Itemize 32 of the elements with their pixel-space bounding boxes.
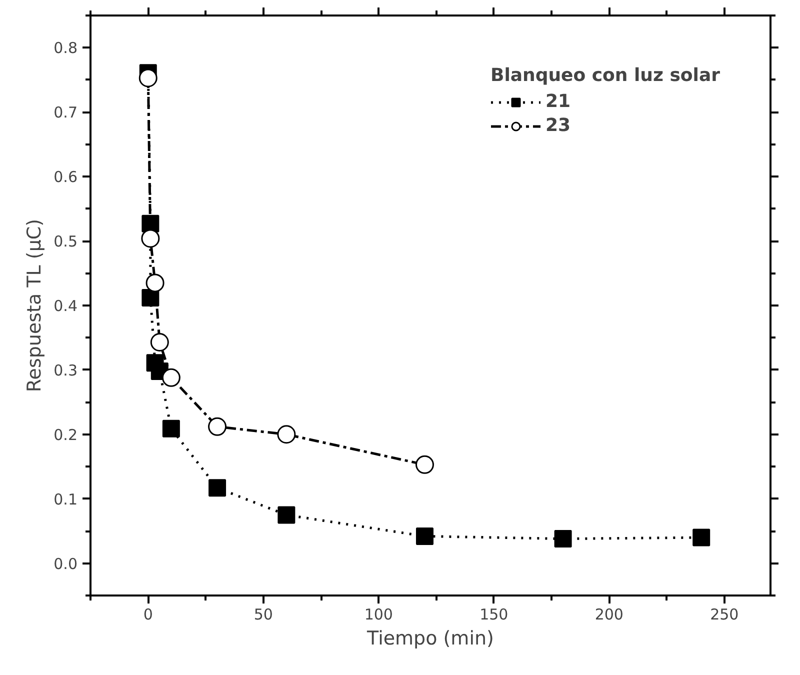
y-tick-label: 0.8 — [54, 39, 78, 58]
x-tick-label: 250 — [710, 606, 739, 624]
y-tick-label: 0.3 — [54, 361, 78, 380]
point — [208, 479, 226, 497]
point — [138, 68, 158, 88]
y-tick-label: 0.5 — [54, 232, 78, 251]
point — [146, 274, 164, 292]
legend-title: Blanqueo con luz solar — [490, 65, 720, 86]
point — [416, 527, 434, 545]
x-tick-label: 0 — [143, 606, 153, 624]
point — [150, 333, 169, 352]
x-tick-label: 150 — [480, 606, 508, 624]
x-tick-label: 50 — [254, 606, 273, 624]
point — [162, 368, 180, 387]
x-tick-label: 200 — [594, 606, 624, 624]
y-tick-label: 0.4 — [54, 297, 78, 315]
legend-label: 21 — [545, 91, 571, 112]
point — [278, 506, 296, 524]
x-axis-title: Tiempo (min) — [366, 628, 494, 650]
y-tick-label: 0.2 — [54, 426, 78, 444]
point — [277, 425, 296, 444]
point — [692, 528, 710, 546]
y-tick-label: 0.0 — [54, 554, 78, 573]
y-axis-title: Respuesta TL (μC) — [24, 218, 46, 392]
legend-label: 23 — [545, 115, 571, 136]
point — [208, 417, 227, 436]
y-tick-label: 0.6 — [54, 168, 78, 186]
y-tick-label: 0.1 — [54, 490, 78, 508]
point — [554, 530, 572, 548]
y-tick-label: 0.7 — [54, 104, 78, 122]
point — [162, 420, 180, 438]
x-tick-label: 100 — [364, 606, 393, 624]
